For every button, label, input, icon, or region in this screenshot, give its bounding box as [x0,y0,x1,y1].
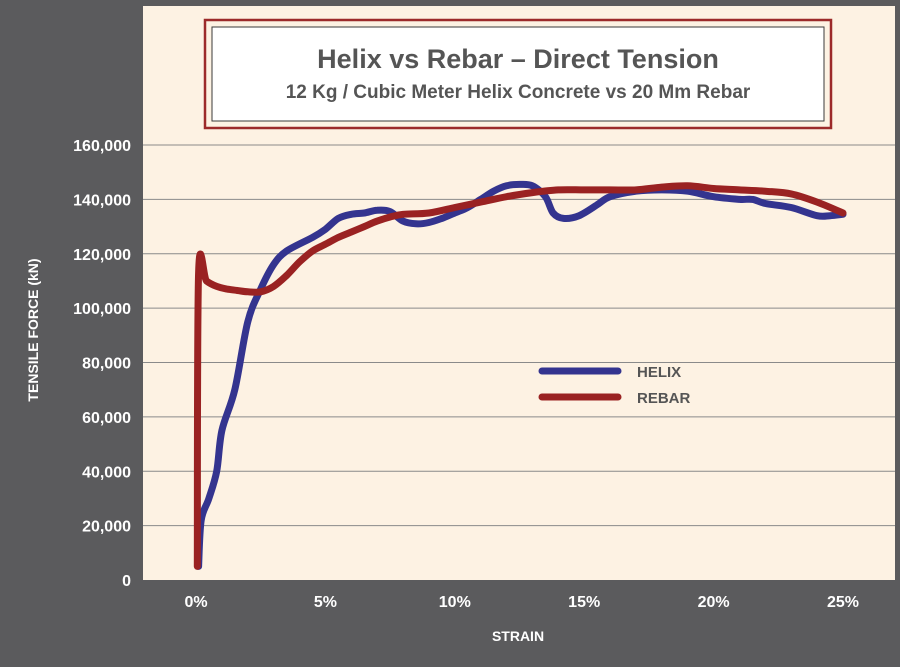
y-tick-labels: 0 20,000 40,000 60,000 80,000 100,000 120,000 1… [73,138,131,590]
x-tick-labels: 0% 5% 10% 15% 20% 25% [184,594,859,611]
y-tick-label: 0 [122,573,131,590]
series-line-rebar [193,182,847,570]
x-tick-label: 20% [698,594,730,611]
y-tick-label: 100,000 [73,301,131,318]
gridlines [143,144,895,527]
x-tick-label: 5% [314,594,337,611]
legend: HELIX REBAR [538,364,691,407]
legend-label-rebar: REBAR [637,390,691,407]
y-tick-label: 40,000 [82,464,131,481]
chart-subtitle: 12 Kg / Cubic Meter Helix Concrete vs 20… [286,82,751,103]
y-tick-label: 80,000 [82,356,131,373]
y-tick-label: 60,000 [82,410,131,427]
title-frame-outer [203,18,833,130]
y-tick-label: 160,000 [73,138,131,155]
legend-label-helix: HELIX [637,364,681,381]
y-tick-label: 20,000 [82,519,131,536]
y-tick-label: 140,000 [73,192,131,209]
chart-title: Helix vs Rebar – Direct Tension [317,44,719,74]
x-axis-title: STRAIN [492,628,544,644]
y-axis-title: TENSILE FORCE (kN) [25,258,41,401]
title-frame-inner [211,26,825,122]
x-tick-label: 25% [827,594,859,611]
x-tick-label: 0% [184,594,207,611]
series-lines [193,180,847,570]
y-tick-label: 120,000 [73,247,131,264]
x-tick-label: 15% [568,594,600,611]
x-tick-label: 10% [439,594,471,611]
